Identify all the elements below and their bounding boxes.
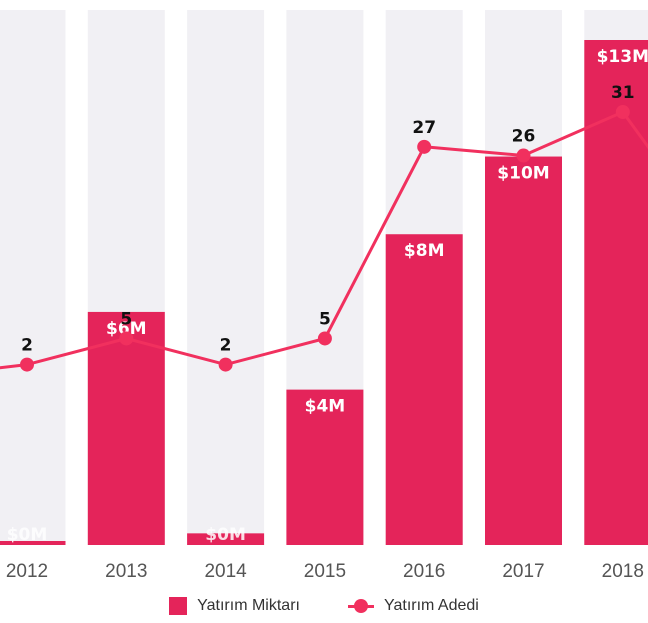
line-series-group <box>0 105 648 372</box>
bar-value-label: $13M <box>597 47 648 67</box>
line-point[interactable] <box>20 357 34 372</box>
point-value-label: 5 <box>319 309 331 329</box>
bar[interactable] <box>485 156 562 546</box>
x-tick-label: 2013 <box>105 561 147 582</box>
legend-bar-swatch <box>169 597 188 615</box>
line-point[interactable] <box>417 139 432 154</box>
bar[interactable] <box>385 234 463 545</box>
bar[interactable] <box>87 311 165 545</box>
bar-value-label: $4M <box>305 397 346 417</box>
point-value-label: 5 <box>120 309 132 329</box>
legend-item-line[interactable]: Yatırım Adedi <box>347 597 479 615</box>
point-value-label: 31 <box>611 83 635 103</box>
bar-value-label: $8M <box>404 241 445 261</box>
point-value-label: 2 <box>220 336 232 356</box>
bar-value-label: $6M <box>106 319 147 339</box>
x-tick-label: 2015 <box>304 561 346 582</box>
x-axis-ticks: 2012 2013 2014 2015 2016 2017 2018 <box>6 561 644 582</box>
bars-group <box>0 40 648 546</box>
legend-item-bar[interactable]: Yatırım Miktarı <box>169 597 300 615</box>
point-value-label: 2 <box>21 336 33 356</box>
x-tick-label: 2017 <box>502 561 544 582</box>
x-tick-label: 2018 <box>602 561 644 582</box>
bar-value-label: $0M <box>205 525 246 545</box>
background-band <box>187 10 265 545</box>
line-point[interactable] <box>615 105 630 119</box>
line-point[interactable] <box>516 148 531 163</box>
legend: Yatırım Miktarı Yatırım Adedi <box>0 592 648 620</box>
bar[interactable] <box>286 389 364 545</box>
bar-labels-group: $0M $6M $0M $4M $8M $10M $13M <box>7 47 648 545</box>
point-value-label: 26 <box>512 127 536 147</box>
x-tick-label: 2012 <box>6 561 48 582</box>
bar-value-label: $0M <box>7 525 48 545</box>
point-value-label: 27 <box>412 118 436 138</box>
bar-value-label: $10M <box>497 164 549 184</box>
point-labels-group: 2 5 2 5 27 26 31 <box>21 83 635 356</box>
bar[interactable] <box>187 533 265 545</box>
legend-bar-label: Yatırım Miktarı <box>197 597 300 614</box>
line-point[interactable] <box>119 331 134 346</box>
x-tick-label: 2016 <box>403 561 445 582</box>
x-tick-label: 2014 <box>204 561 247 582</box>
legend-line-swatch <box>347 597 374 615</box>
bar[interactable] <box>0 541 66 545</box>
background-band <box>0 10 66 545</box>
legend-line-label: Yatırım Adedi <box>383 597 479 614</box>
line-point[interactable] <box>218 357 233 372</box>
line-point[interactable] <box>317 331 332 346</box>
